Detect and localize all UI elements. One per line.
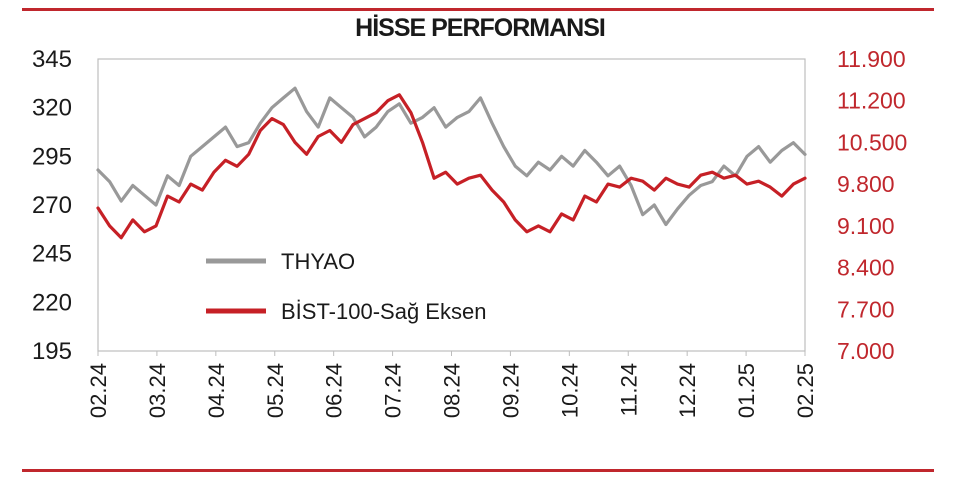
left-tick-label: 295 <box>32 143 72 170</box>
left-axis-ticks: 195 220 245 270 295 320 345 <box>32 46 72 365</box>
right-tick-label: 11.200 <box>837 88 906 114</box>
left-tick-label: 345 <box>32 46 72 73</box>
x-tick-label: 02.24 <box>86 363 111 418</box>
left-tick-label: 270 <box>32 192 72 219</box>
legend: THYAO BİST-100-Sağ Eksen <box>206 249 486 324</box>
top-rule <box>22 8 934 11</box>
right-tick-label: 7.000 <box>837 338 895 364</box>
left-tick-label: 245 <box>32 241 72 268</box>
left-tick-label: 195 <box>32 338 72 365</box>
x-tick-label: 12.24 <box>675 363 700 418</box>
series-line-thyao <box>96 86 807 227</box>
x-tick-label: 05.24 <box>263 363 288 418</box>
x-tick-label: 09.24 <box>498 363 523 418</box>
x-axis-ticks: 02.24 03.24 04.24 05.24 06.24 07.24 08.24 09.24… <box>86 351 818 418</box>
chart-title: HİSSE PERFORMANSI <box>355 14 606 42</box>
legend-label: THYAO <box>281 249 355 274</box>
right-tick-label: 8.400 <box>837 255 895 281</box>
x-tick-label: 02.25 <box>793 363 818 418</box>
x-tick-label: 01.25 <box>734 363 759 418</box>
right-tick-label: 9.100 <box>837 213 895 239</box>
series-layer <box>96 86 807 240</box>
bottom-rule <box>22 469 934 472</box>
x-tick-label: 10.24 <box>557 363 582 418</box>
x-tick-label: 08.24 <box>440 363 465 418</box>
right-tick-label: 7.700 <box>837 296 895 322</box>
right-tick-label: 9.800 <box>837 171 895 197</box>
right-tick-label: 11.900 <box>837 46 906 72</box>
left-tick-label: 220 <box>32 289 72 316</box>
series-line-bist100 <box>96 93 807 240</box>
legend-label: BİST-100-Sağ Eksen <box>281 299 486 324</box>
x-tick-label: 11.24 <box>616 363 641 416</box>
x-tick-label: 07.24 <box>381 363 406 418</box>
x-tick-label: 03.24 <box>145 363 170 418</box>
x-tick-label: 06.24 <box>322 363 347 418</box>
right-tick-label: 10.500 <box>837 129 907 155</box>
right-axis-ticks: 7.000 7.700 8.400 9.100 9.800 10.500 11.200 11.… <box>837 46 907 364</box>
left-tick-label: 320 <box>32 95 72 122</box>
x-tick-label: 04.24 <box>204 363 229 418</box>
